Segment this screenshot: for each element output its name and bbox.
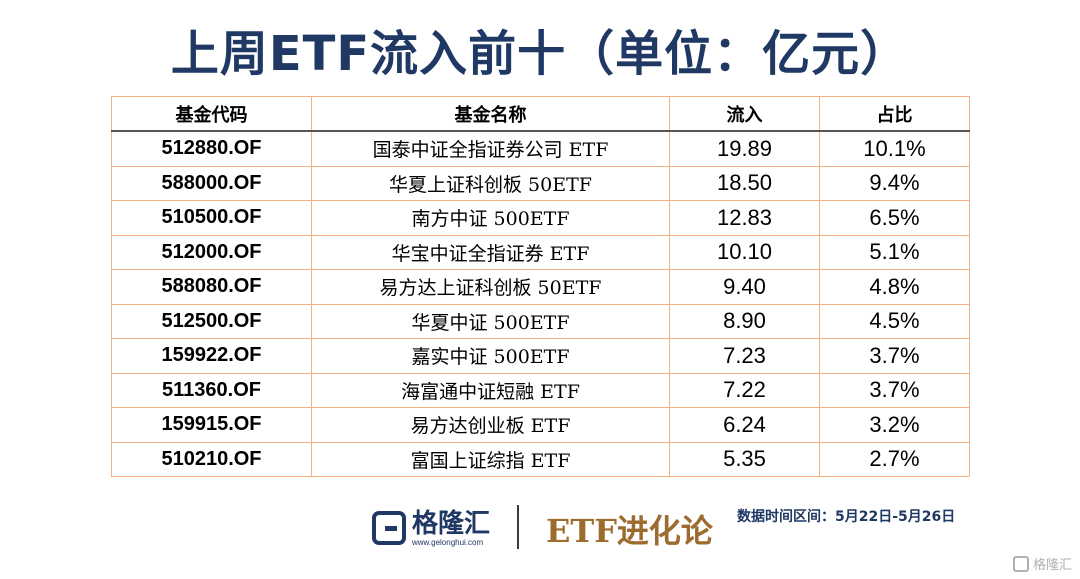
fund-code-cell: 588080.OF	[111, 269, 312, 305]
fund-code-cell: 512000.OF	[111, 234, 312, 270]
gelonghui-logo: 格隆汇 www.gelonghui.com	[372, 506, 490, 550]
table-row: 159915.OF 易方达创业板 ETF 6.24 3.2%	[111, 407, 970, 443]
fund-name-cell: 易方达上证科创板 50ETF	[311, 269, 670, 305]
table-header-row: 基金代码 基金名称 流入 占比	[111, 96, 970, 132]
share-cell: 4.8%	[819, 269, 970, 305]
fund-code-cell: 510210.OF	[111, 441, 312, 477]
date-range: 数据时间区间：5月22日-5月26日	[737, 509, 956, 525]
table-row: 510210.OF 富国上证综指 ETF 5.35 2.7%	[111, 441, 970, 477]
share-cell: 4.5%	[819, 303, 970, 339]
fund-name-cell: 华夏中证 500ETF	[311, 303, 670, 339]
share-cell: 3.7%	[819, 372, 970, 408]
share-cell: 2.7%	[819, 441, 970, 477]
inflow-cell: 9.40	[669, 269, 820, 305]
inflow-cell: 10.10	[669, 234, 820, 270]
inflow-cell: 8.90	[669, 303, 820, 339]
fund-code-cell: 511360.OF	[111, 372, 312, 408]
table-row: 510500.OF 南方中证 500ETF 12.83 6.5%	[111, 200, 970, 236]
etf-inflow-table: 基金代码 基金名称 流入 占比 512880.OF 国泰中证全指证券公司 ETF…	[111, 96, 970, 477]
inflow-cell: 5.35	[669, 441, 820, 477]
share-cell: 3.7%	[819, 338, 970, 374]
header-inflow: 流入	[669, 96, 820, 132]
logo-url: www.gelonghui.com	[412, 537, 484, 547]
fund-name-cell: 海富通中证短融 ETF	[311, 372, 670, 408]
share-cell: 3.2%	[819, 407, 970, 443]
fund-name-cell: 国泰中证全指证券公司 ETF	[311, 130, 670, 167]
table-row: 159922.OF 嘉实中证 500ETF 7.23 3.7%	[111, 338, 970, 374]
watermark: 格隆汇	[1012, 554, 1072, 573]
fund-name-cell: 华夏上证科创板 50ETF	[311, 165, 670, 201]
header-fund-name: 基金名称	[311, 96, 670, 132]
footer-divider	[517, 505, 519, 549]
inflow-cell: 7.23	[669, 338, 820, 374]
table-row: 588000.OF 华夏上证科创板 50ETF 18.50 9.4%	[111, 165, 970, 201]
fund-name-cell: 华宝中证全指证券 ETF	[311, 234, 670, 270]
inflow-cell: 12.83	[669, 200, 820, 236]
fund-name-cell: 富国上证综指 ETF	[311, 441, 670, 477]
brand-name: ETF进化论	[546, 512, 713, 550]
watermark-text: 格隆汇	[1032, 558, 1072, 573]
fund-code-cell: 510500.OF	[111, 200, 312, 236]
fund-code-cell: 512880.OF	[111, 130, 312, 167]
header-share: 占比	[819, 96, 970, 132]
inflow-cell: 7.22	[669, 372, 820, 408]
gelonghui-g-icon	[372, 511, 406, 545]
fund-code-cell: 159915.OF	[111, 407, 312, 443]
share-cell: 9.4%	[819, 165, 970, 201]
logo-name: 格隆汇	[412, 508, 491, 539]
inflow-cell: 18.50	[669, 165, 820, 201]
fund-name-cell: 易方达创业板 ETF	[311, 407, 670, 443]
fund-code-cell: 588000.OF	[111, 165, 312, 201]
inflow-cell: 6.24	[669, 407, 820, 443]
share-cell: 6.5%	[819, 200, 970, 236]
fund-code-cell: 159922.OF	[111, 338, 312, 374]
table-row: 512000.OF 华宝中证全指证券 ETF 10.10 5.1%	[111, 234, 970, 270]
table-row: 511360.OF 海富通中证短融 ETF 7.22 3.7%	[111, 372, 970, 408]
header-fund-code: 基金代码	[111, 96, 312, 132]
share-cell: 5.1%	[819, 234, 970, 270]
watermark-g-icon	[1012, 555, 1029, 572]
table-row: 512500.OF 华夏中证 500ETF 8.90 4.5%	[111, 303, 970, 339]
table-row: 512880.OF 国泰中证全指证券公司 ETF 19.89 10.1%	[111, 130, 970, 167]
fund-name-cell: 南方中证 500ETF	[311, 200, 670, 236]
fund-code-cell: 512500.OF	[111, 303, 312, 339]
table-row: 588080.OF 易方达上证科创板 50ETF 9.40 4.8%	[111, 269, 970, 305]
inflow-cell: 19.89	[669, 130, 820, 167]
fund-name-cell: 嘉实中证 500ETF	[311, 338, 670, 374]
share-cell: 10.1%	[819, 130, 970, 167]
page-title: 上周ETF流入前十（单位：亿元）	[170, 26, 910, 82]
